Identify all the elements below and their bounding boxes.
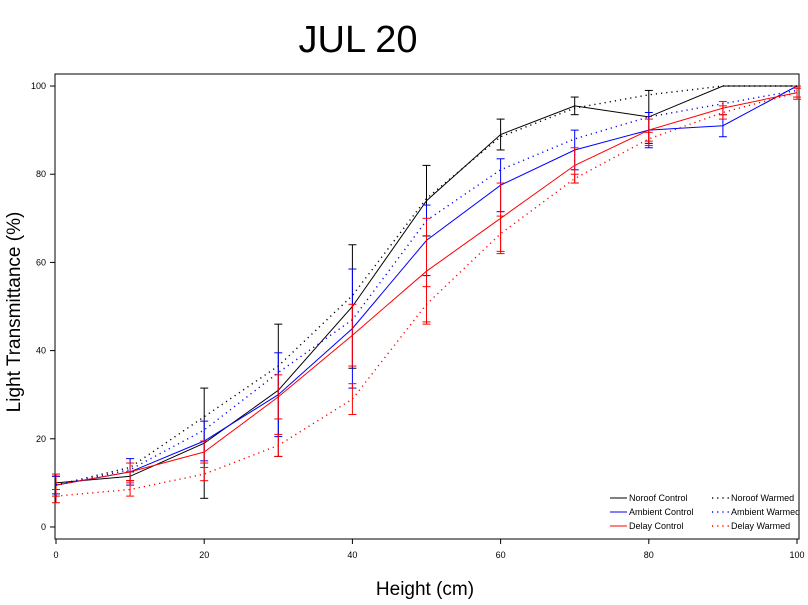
legend-item: Ambient Control: [610, 507, 694, 517]
series-4: [55, 85, 797, 486]
legend-item: Noroof Warmed: [712, 493, 794, 503]
x-tick-label: 100: [789, 550, 804, 560]
legend-item: Ambient Warmed: [712, 507, 800, 517]
legend-item: Delay Control: [610, 521, 684, 531]
y-tick-label: 20: [36, 434, 46, 444]
series-layer: [52, 85, 801, 504]
y-tick-label: 40: [36, 346, 46, 356]
series-line: [55, 85, 797, 486]
legend-label: Delay Control: [629, 521, 684, 531]
series-1: [52, 85, 797, 499]
error-bar: [126, 482, 135, 497]
error-bar: [126, 462, 135, 482]
x-tick-label: 60: [496, 550, 506, 560]
chart-title: JUL 20: [299, 19, 418, 61]
legend-item: Delay Warmed: [712, 521, 790, 531]
series-5: [55, 89, 798, 486]
error-bar: [274, 433, 283, 457]
y-axis: 0 20 40 60 80 100: [31, 81, 55, 532]
legend-label: Ambient Warmed: [731, 507, 800, 517]
legend: Noroof Control Ambient Control Delay Contr…: [610, 493, 800, 531]
series-6: [52, 87, 801, 504]
x-axis-label: Height (cm): [376, 579, 474, 600]
legend-label: Noroof Control: [629, 493, 688, 503]
y-tick-label: 100: [31, 81, 46, 91]
y-axis-label: Light Transmittance (%): [4, 212, 25, 413]
error-bar: [200, 466, 209, 482]
error-bar: [348, 383, 357, 416]
y-tick-label: 60: [36, 257, 46, 267]
error-bar: [793, 87, 801, 98]
x-axis: 0 20 40 60 80 100: [53, 539, 805, 560]
error-bar: [644, 131, 653, 147]
series-line: [55, 89, 798, 486]
x-tick-label: 40: [347, 550, 357, 560]
plot-frame: [54, 73, 800, 540]
series-2: [52, 85, 798, 495]
error-bar: [496, 215, 505, 252]
error-bar: [496, 118, 505, 151]
legend-label: Delay Warmed: [731, 521, 790, 531]
error-bar: [570, 173, 579, 184]
x-tick-label: 80: [644, 550, 654, 560]
error-bar: [348, 303, 357, 367]
error-bar: [52, 488, 60, 504]
legend-label: Ambient Control: [629, 507, 694, 517]
legend-label: Noroof Warmed: [731, 493, 794, 503]
legend-item: Noroof Control: [610, 493, 688, 503]
x-tick-label: 20: [199, 550, 209, 560]
error-bar: [570, 96, 579, 116]
error-bar: [718, 105, 727, 120]
error-bar: [200, 440, 209, 464]
y-tick-label: 0: [41, 522, 46, 532]
x-tick-label: 0: [53, 550, 58, 560]
y-tick-label: 80: [36, 169, 46, 179]
error-bar: [422, 286, 431, 323]
